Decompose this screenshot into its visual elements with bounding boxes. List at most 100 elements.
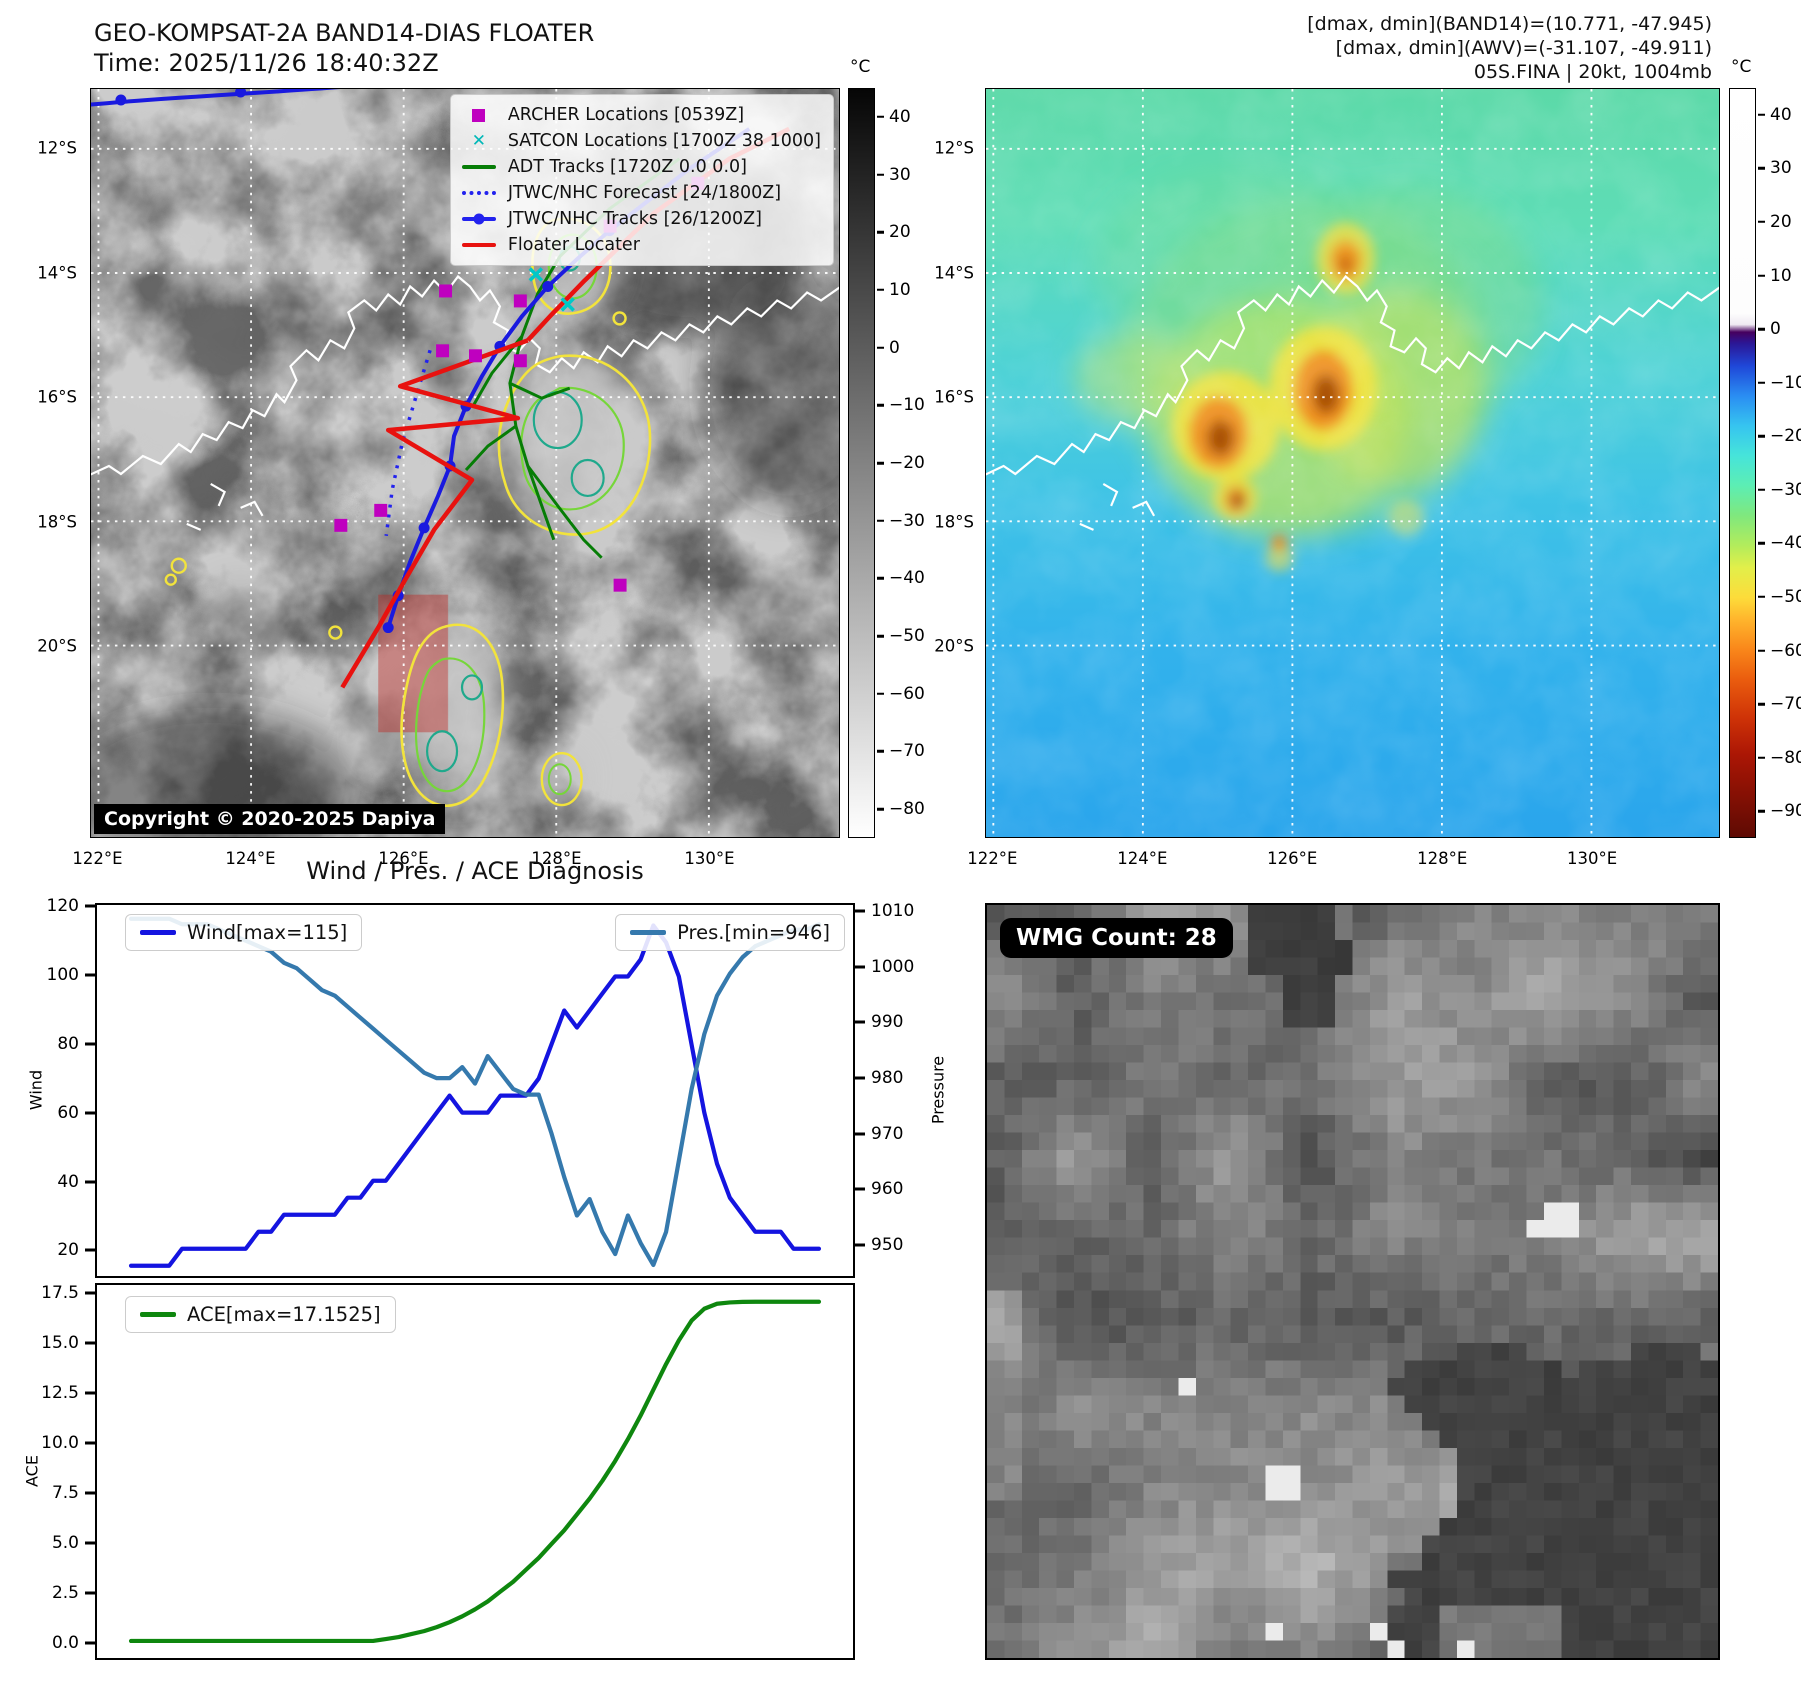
colorbar-tick-label: 0 xyxy=(1770,319,1781,340)
pressure-legend-line xyxy=(630,930,667,935)
track-line-icon xyxy=(461,242,497,248)
awv-enhanced-map xyxy=(985,88,1720,838)
awv-lat-axis: 12°S 14°S 16°S 18°S 20°S xyxy=(897,88,981,838)
legend-item: ARCHER Locations [0539Z] xyxy=(461,102,821,128)
dmax-dmin-band14: [dmax, dmin](BAND14)=(10.771, -47.945) xyxy=(1307,13,1712,35)
colorbar-tick-label: 40 xyxy=(889,106,911,127)
legend-item-label: SATCON Locations [1700Z 38 1000] xyxy=(507,131,821,151)
legend-item-label: JTWC/NHC Forecast [24/1800Z] xyxy=(507,183,782,203)
lat-tick-label: 18°S xyxy=(934,512,974,531)
colorbar-tick-label: −10 xyxy=(1770,372,1801,393)
wind-pressure-chart: Wind[max=115] Pres.[min=946] xyxy=(95,903,855,1278)
lat-tick-label: 12°S xyxy=(37,138,77,158)
lat-tick-label: 14°S xyxy=(934,263,974,282)
forecast-dotted-icon xyxy=(461,191,497,195)
copyright-badge: Copyright © 2020-2025 Dapiya xyxy=(94,804,446,834)
coastline xyxy=(986,274,1719,531)
lon-tick-label: 126°E xyxy=(378,849,429,868)
axis-tick-label: 1000 xyxy=(871,956,915,977)
lat-tick-label: 20°S xyxy=(934,636,974,656)
lat-tick-label: 12°S xyxy=(934,138,974,158)
axis-tick-label: 60 xyxy=(57,1102,79,1123)
map-legend: ARCHER Locations [0539Z] ✕ SATCON Location… xyxy=(449,94,834,266)
ace-plot xyxy=(128,1299,822,1644)
colorbar-tick-label: 40 xyxy=(1770,104,1792,125)
band14-title: GEO-KOMPSAT-2A BAND14-DIAS FLOATER xyxy=(94,19,595,47)
wind-legend: Wind[max=115] xyxy=(125,914,363,951)
axis-tick-label: 2.5 xyxy=(51,1582,79,1603)
colorbar-tick-label: 20 xyxy=(889,222,911,243)
storm-id-intensity: 05S.FINA | 20kt, 1004mb xyxy=(1473,61,1712,83)
lon-tick-label: 128°E xyxy=(531,849,582,868)
axis-tick-label: 15.0 xyxy=(41,1332,79,1353)
satcon-x-icon: ✕ xyxy=(471,131,486,151)
lat-tick-label: 16°S xyxy=(37,387,77,407)
track-line-icon xyxy=(461,164,497,170)
axis-tick-label: 7.5 xyxy=(51,1482,79,1503)
wind-pressure-plot xyxy=(128,916,822,1268)
band14-timestamp: Time: 2025/11/26 18:40:32Z xyxy=(94,49,439,77)
legend-item-label: ADT Tracks [1720Z 0.0 0.0] xyxy=(507,157,747,177)
wmg-microwave-panel: WMG Count: 28 xyxy=(985,903,1720,1660)
axis-tick-label: 120 xyxy=(46,896,79,917)
band14-title-block: GEO-KOMPSAT-2A BAND14-DIAS FLOATER Time:… xyxy=(94,18,594,78)
awv-colorbar-unit: °C xyxy=(1731,57,1752,77)
lon-tick-label: 124°E xyxy=(225,849,276,868)
lon-tick-label: 128°E xyxy=(1417,849,1468,868)
axis-tick-label: 960 xyxy=(871,1179,904,1200)
axis-tick-label: 80 xyxy=(57,1034,79,1055)
colorbar-tick-label: −60 xyxy=(1770,640,1801,661)
pressure-series-line xyxy=(128,916,822,1268)
awv-lon-axis: 122°E 124°E 126°E 128°E 130°E xyxy=(967,845,1720,871)
data-series-line xyxy=(128,1299,822,1644)
axis-tick-label: 970 xyxy=(871,1123,904,1144)
colorbar-tick-label: −80 xyxy=(1770,747,1801,768)
ace-chart: ACE[max=17.1525] xyxy=(95,1283,855,1660)
colorbar-tick-label: −80 xyxy=(889,799,925,820)
lon-tick-label: 122°E xyxy=(72,849,123,868)
ace-legend-label: ACE[max=17.1525] xyxy=(187,1303,381,1326)
axis-tick-label: 990 xyxy=(871,1012,904,1033)
wind-legend-line xyxy=(140,930,176,935)
colorbar-tick-label: 20 xyxy=(1770,211,1792,232)
awv-colorbar xyxy=(1729,88,1756,838)
colorbar-tick-label: 0 xyxy=(889,337,900,358)
lat-tick-label: 18°S xyxy=(37,512,77,531)
colorbar-tick-label: −70 xyxy=(889,741,925,762)
wind-legend-label: Wind[max=115] xyxy=(187,921,348,944)
colorbar-tick-label: −30 xyxy=(1770,479,1801,500)
pressure-legend-label: Pres.[min=946] xyxy=(677,921,830,944)
lon-tick-label: 122°E xyxy=(967,849,1018,868)
wind-axis-label: Wind xyxy=(26,1069,46,1111)
legend-item-label: ARCHER Locations [0539Z] xyxy=(507,105,745,125)
data-series-line xyxy=(128,923,822,1268)
colorbar-tick-label: −20 xyxy=(889,453,925,473)
axis-tick-label: 5.0 xyxy=(51,1532,79,1553)
pressure-axis-ticks: 1010 1000 990 980 970 960 950 xyxy=(855,901,925,1278)
legend-item-label: Floater Locater xyxy=(507,235,640,255)
colorbar-tick-label: −40 xyxy=(1770,533,1801,554)
diagnosis-title: Wind / Pres. / ACE Diagnosis xyxy=(306,857,644,885)
archer-square-icon xyxy=(461,108,497,122)
coastline xyxy=(91,274,839,531)
legend-item: JTWC/NHC Tracks [26/1200Z] xyxy=(461,206,821,232)
colorbar-tick-label: 10 xyxy=(1770,265,1792,286)
track-dot-icon xyxy=(461,213,497,225)
axis-tick-label: 20 xyxy=(57,1240,79,1261)
lon-tick-label: 130°E xyxy=(1567,849,1618,868)
legend-item: ADT Tracks [1720Z 0.0 0.0] xyxy=(461,154,821,180)
legend-item: Floater Locater xyxy=(461,232,821,258)
axis-tick-label: 980 xyxy=(871,1068,904,1088)
legend-item: ✕ SATCON Locations [1700Z 38 1000] xyxy=(461,128,821,154)
legend-item-label: JTWC/NHC Tracks [26/1200Z] xyxy=(507,209,762,229)
ace-axis-ticks: 17.5 15.0 12.5 10.0 7.5 5.0 2.5 0.0 xyxy=(28,1283,95,1660)
satcon-location-markers xyxy=(528,267,575,312)
lon-tick-label: 124°E xyxy=(1117,849,1168,868)
colorbar-tick-label: 30 xyxy=(889,164,911,185)
ace-legend: ACE[max=17.1525] xyxy=(125,1296,396,1333)
axis-tick-label: 1010 xyxy=(871,901,915,922)
lat-tick-label: 16°S xyxy=(934,387,974,407)
band14-lon-axis: 122°E 124°E 126°E 128°E 130°E xyxy=(72,845,840,871)
axis-tick-label: 17.5 xyxy=(41,1282,79,1303)
